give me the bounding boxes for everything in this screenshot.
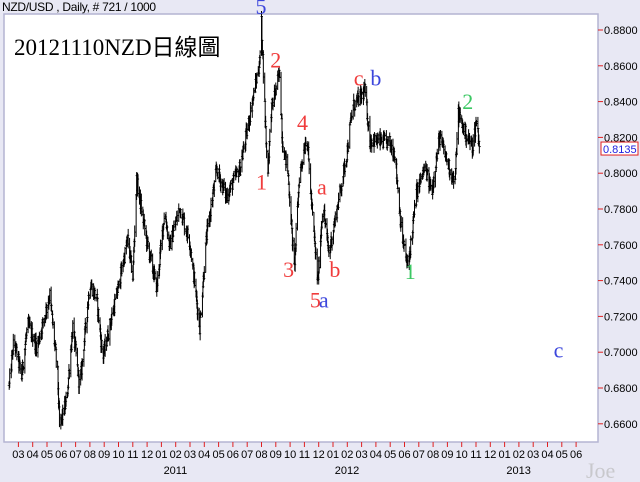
- wave-label: 3: [283, 257, 294, 282]
- wave-label: 1: [405, 259, 416, 284]
- x-tick-label: 09: [98, 449, 110, 461]
- x-tick-label: 10: [112, 449, 124, 461]
- chart-title: 20121110NZD日線圖: [14, 35, 221, 60]
- year-label: 2011: [164, 465, 188, 477]
- x-tick-label: 04: [541, 449, 553, 461]
- x-tick-label: 12: [141, 449, 153, 461]
- x-tick-label: 07: [69, 449, 81, 461]
- wave-label: 2: [270, 48, 281, 73]
- wave-label: 2: [462, 89, 473, 114]
- chart-header: NZD/USD , Daily, # 721 / 1000: [2, 0, 156, 14]
- wave-label: c: [354, 65, 364, 90]
- x-tick-label: 10: [284, 449, 296, 461]
- x-tick-label: 08: [427, 449, 439, 461]
- y-tick-label: 0.8800: [604, 25, 638, 37]
- x-tick-label: 05: [556, 449, 568, 461]
- x-tick-label: 10: [456, 449, 468, 461]
- x-tick-label: 02: [170, 449, 182, 461]
- ohlc-bars: [7, 11, 481, 430]
- x-tick-label: 02: [513, 449, 525, 461]
- plot-area: [3, 13, 599, 443]
- x-tick-label: 09: [441, 449, 453, 461]
- x-axis: 03 04 05 06 07 08 09 10 11 12 01 02 03 04 05 06 07 08 09 10…: [12, 442, 582, 477]
- x-tick-label: 02: [341, 449, 353, 461]
- wave-label: b: [370, 65, 381, 90]
- wave-label: 1: [256, 169, 267, 194]
- y-tick-label: 0.6800: [604, 383, 638, 395]
- x-tick-label: 01: [327, 449, 339, 461]
- x-tick-label: 01: [155, 449, 167, 461]
- x-tick-label: 06: [570, 449, 582, 461]
- y-tick-label: 0.8000: [604, 168, 638, 180]
- y-tick-label: 0.7400: [604, 276, 638, 288]
- y-tick-label: 0.7200: [604, 311, 638, 323]
- y-axis: 0.8800 0.8600 0.8400 0.8200 0.8000 0.7800 0.76…: [598, 25, 639, 431]
- x-tick-label: 08: [84, 449, 96, 461]
- y-tick-label: 0.8400: [604, 97, 638, 109]
- x-tick-label: 11: [470, 449, 481, 461]
- x-tick-label: 11: [127, 449, 138, 461]
- x-tick-label: 01: [498, 449, 510, 461]
- x-tick-label: 03: [355, 449, 367, 461]
- y-tick-label: 0.6600: [604, 419, 638, 431]
- wave-label: b: [329, 257, 340, 282]
- x-tick-label: 04: [370, 449, 382, 461]
- y-tick-label: 0.7000: [604, 347, 638, 359]
- wave-label: a: [319, 287, 329, 312]
- x-tick-label: 03: [527, 449, 539, 461]
- year-label: 2012: [335, 465, 359, 477]
- x-tick-label: 05: [384, 449, 396, 461]
- x-tick-label: 07: [413, 449, 425, 461]
- x-tick-label: 06: [398, 449, 410, 461]
- x-tick-label: 03: [12, 449, 24, 461]
- wave-label: 5: [256, 0, 267, 19]
- year-label: 2013: [506, 465, 530, 477]
- x-tick-label: 06: [227, 449, 239, 461]
- wave-label: 4: [297, 110, 308, 135]
- x-tick-label: 11: [299, 449, 310, 461]
- x-tick-label: 05: [41, 449, 53, 461]
- x-tick-label: 07: [241, 449, 253, 461]
- x-tick-label: 04: [27, 449, 39, 461]
- x-tick-label: 09: [270, 449, 282, 461]
- x-tick-label: 06: [55, 449, 67, 461]
- y-tick-label: 0.7600: [604, 240, 638, 252]
- y-tick-label: 0.8200: [604, 132, 638, 144]
- x-tick-label: 12: [313, 449, 325, 461]
- last-price-label: 0.8135: [603, 144, 637, 156]
- y-tick-label: 0.8600: [604, 61, 638, 73]
- wave-label: c: [554, 338, 564, 363]
- x-tick-label: 04: [198, 449, 210, 461]
- watermark: Joe: [586, 458, 615, 482]
- wave-label: 5: [310, 287, 321, 312]
- last-price-box: [600, 141, 639, 156]
- x-tick-label: 08: [255, 449, 267, 461]
- y-tick-label: 0.7800: [604, 204, 638, 216]
- wave-label: a: [317, 175, 327, 200]
- x-tick-label: 12: [484, 449, 496, 461]
- x-tick-label: 05: [212, 449, 224, 461]
- x-tick-label: 03: [184, 449, 196, 461]
